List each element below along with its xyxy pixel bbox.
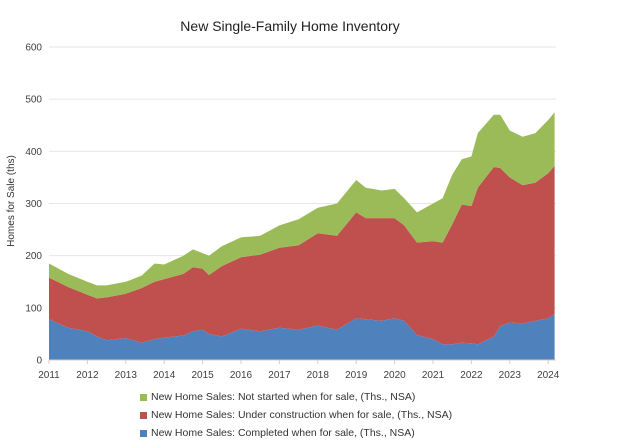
x-tick-label: 2015 bbox=[191, 370, 214, 381]
legend-swatch bbox=[140, 429, 147, 437]
legend-swatch bbox=[140, 411, 147, 419]
x-tick-label: 2016 bbox=[230, 370, 253, 381]
area-series-1 bbox=[49, 165, 555, 345]
y-tick-label: 500 bbox=[25, 95, 42, 106]
x-tick-label: 2021 bbox=[422, 370, 445, 381]
x-tick-label: 2020 bbox=[383, 370, 406, 381]
x-tick-label: 2017 bbox=[268, 370, 291, 381]
y-tick-label: 0 bbox=[36, 356, 42, 367]
legend-label: New Home Sales: Completed when for sale,… bbox=[151, 427, 415, 439]
legend: New Home Sales: Not started when for sal… bbox=[140, 388, 452, 442]
legend-label: New Home Sales: Under construction when … bbox=[151, 409, 453, 421]
y-tick-label: 200 bbox=[25, 251, 42, 262]
legend-item-completed: New Home Sales: Completed when for sale,… bbox=[140, 424, 452, 442]
y-tick-label: 100 bbox=[25, 303, 42, 314]
area-series-0 bbox=[49, 314, 555, 360]
y-tick-label: 600 bbox=[25, 43, 42, 54]
x-tick-label: 2018 bbox=[307, 370, 330, 381]
x-tick-label: 2013 bbox=[115, 370, 138, 381]
x-tick-label: 2014 bbox=[153, 370, 176, 381]
chart-title: New Single-Family Home Inventory bbox=[180, 18, 400, 34]
x-tick-label: 2024 bbox=[537, 370, 560, 381]
x-tick-label: 2012 bbox=[76, 370, 99, 381]
x-tick-label: 2019 bbox=[345, 370, 368, 381]
legend-item-not-started: New Home Sales: Not started when for sal… bbox=[140, 388, 452, 406]
y-tick-label: 300 bbox=[25, 199, 42, 210]
x-tick-label: 2011 bbox=[38, 370, 60, 381]
legend-item-under-construction: New Home Sales: Under construction when … bbox=[140, 406, 452, 424]
x-tick-label: 2022 bbox=[460, 370, 483, 381]
x-tick-label: 2023 bbox=[499, 370, 522, 381]
legend-swatch bbox=[140, 393, 147, 401]
area-series-2 bbox=[49, 112, 555, 299]
legend-label: New Home Sales: Not started when for sal… bbox=[151, 391, 416, 403]
y-tick-label: 400 bbox=[25, 147, 42, 158]
